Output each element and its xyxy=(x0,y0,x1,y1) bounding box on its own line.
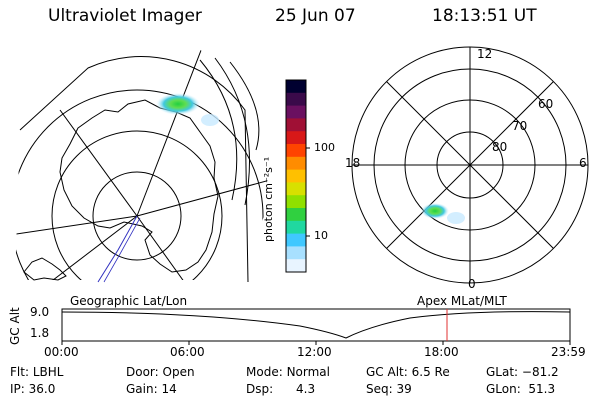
colorbar-segment xyxy=(286,144,306,158)
meridian-line xyxy=(136,179,270,217)
dsp-value: 4.3 xyxy=(296,382,316,396)
colorbar-segment xyxy=(286,131,306,145)
mlat-label-80: 80 xyxy=(492,140,508,154)
timeline-y-tick-max: 9.0 xyxy=(30,305,50,319)
colorbar-tick-100: 100 xyxy=(314,141,335,154)
coastline xyxy=(23,257,67,281)
apex-caption: Apex MLat/MLT xyxy=(417,294,507,308)
colorbar-unit-label: photon cm⁻²s⁻¹ xyxy=(262,156,275,242)
mlt-label-0: 0 xyxy=(468,277,476,291)
magnetic-arc xyxy=(214,57,250,206)
timeline-x-tick: 18:00 xyxy=(424,345,459,359)
colorbar-segment xyxy=(286,105,306,119)
colorbar-segment xyxy=(286,246,306,260)
magnetic-arc xyxy=(229,61,260,151)
timeline-x-tick: 23:59 xyxy=(551,345,586,359)
mlt-line xyxy=(385,80,555,250)
glon-value: 51.3 xyxy=(528,382,556,396)
mlt-label-12: 12 xyxy=(477,47,493,61)
aurora-emission xyxy=(156,93,200,115)
colorbar-segment xyxy=(286,156,306,171)
meridian-line xyxy=(15,215,138,236)
ip-value: 36.0 xyxy=(28,382,56,396)
magnetic-arc xyxy=(199,59,238,201)
altitude-curve xyxy=(61,311,571,339)
latitude-circle xyxy=(15,89,264,280)
meridian-line xyxy=(39,215,138,280)
latitude-circle xyxy=(51,130,223,280)
timeline-frame xyxy=(61,308,571,342)
colorbar-segment xyxy=(286,182,306,196)
colorbar-segment xyxy=(286,92,306,107)
mlat-label-70: 70 xyxy=(512,119,528,133)
colorbar-segment xyxy=(286,118,306,132)
gain-status: Gain: 14 xyxy=(126,382,177,396)
map-boundary xyxy=(19,56,249,283)
colorbar-segment xyxy=(286,208,306,222)
glon-status: GLon: 51.3 xyxy=(486,382,556,396)
magnetic-polar-plot xyxy=(351,46,589,284)
satellite-track xyxy=(103,217,141,283)
coastline xyxy=(59,99,219,273)
colorbar-frame xyxy=(285,79,307,273)
meridian-line xyxy=(136,46,206,217)
mlt-label-6: 6 xyxy=(579,156,587,170)
geographic-caption: Geographic Lat/Lon xyxy=(70,294,188,308)
instrument-title: Ultraviolet Imager xyxy=(48,6,202,26)
glat-status: GLat: −81.2 xyxy=(486,365,559,379)
glat-value: −81.2 xyxy=(521,365,559,379)
door-status: Door: Open xyxy=(126,365,195,379)
latitude-circle xyxy=(92,171,182,261)
colorbar-segment xyxy=(286,233,306,247)
colorbar-segment xyxy=(286,80,306,94)
mode-status: Mode: Normal xyxy=(246,365,330,379)
observation-time: 18:13:51 UT xyxy=(432,6,537,26)
ip-status: IP: 36.0 xyxy=(10,382,56,396)
gc-alt-value: 6.5 Re xyxy=(411,365,450,379)
gc-alt-status: GC Alt: 6.5 Re xyxy=(366,365,450,379)
altitude-timeline xyxy=(61,308,571,345)
aurora-emission xyxy=(201,114,219,126)
mlt-label-18: 18 xyxy=(345,156,361,170)
seq-status: Seq: 39 xyxy=(366,382,412,396)
timeline-y-axis-label: GC Alt xyxy=(8,307,22,345)
geographic-map xyxy=(15,46,270,283)
mlat-label-60: 60 xyxy=(538,97,554,111)
observation-date: 25 Jun 07 xyxy=(275,6,356,26)
colorbar-segment xyxy=(286,195,306,209)
dsp-status: Dsp: 4.3 xyxy=(246,382,316,396)
colorbar-segment xyxy=(286,169,306,183)
filter-status: Flt: LBHL xyxy=(10,365,64,379)
door-value: Open xyxy=(162,365,195,379)
meridian-line xyxy=(59,109,138,217)
aurora-emission xyxy=(421,203,449,219)
filter-value: LBHL xyxy=(32,365,64,379)
timeline-x-tick: 06:00 xyxy=(170,345,205,359)
timeline-x-tick: 00:00 xyxy=(44,345,79,359)
colorbar-segment xyxy=(286,259,306,273)
timeline-y-tick-min: 1.8 xyxy=(30,326,50,340)
timeline-x-tick: 12:00 xyxy=(297,345,332,359)
aurora-emission xyxy=(447,212,465,224)
colorbar-segment xyxy=(286,220,306,235)
satellite-track xyxy=(97,215,138,283)
colorbar-tick-10: 10 xyxy=(314,229,328,242)
meridian-line xyxy=(136,215,191,280)
mode-value: Normal xyxy=(286,365,330,379)
color-scale-bar xyxy=(285,79,310,273)
seq-value: 39 xyxy=(396,382,412,396)
gain-value: 14 xyxy=(161,382,177,396)
